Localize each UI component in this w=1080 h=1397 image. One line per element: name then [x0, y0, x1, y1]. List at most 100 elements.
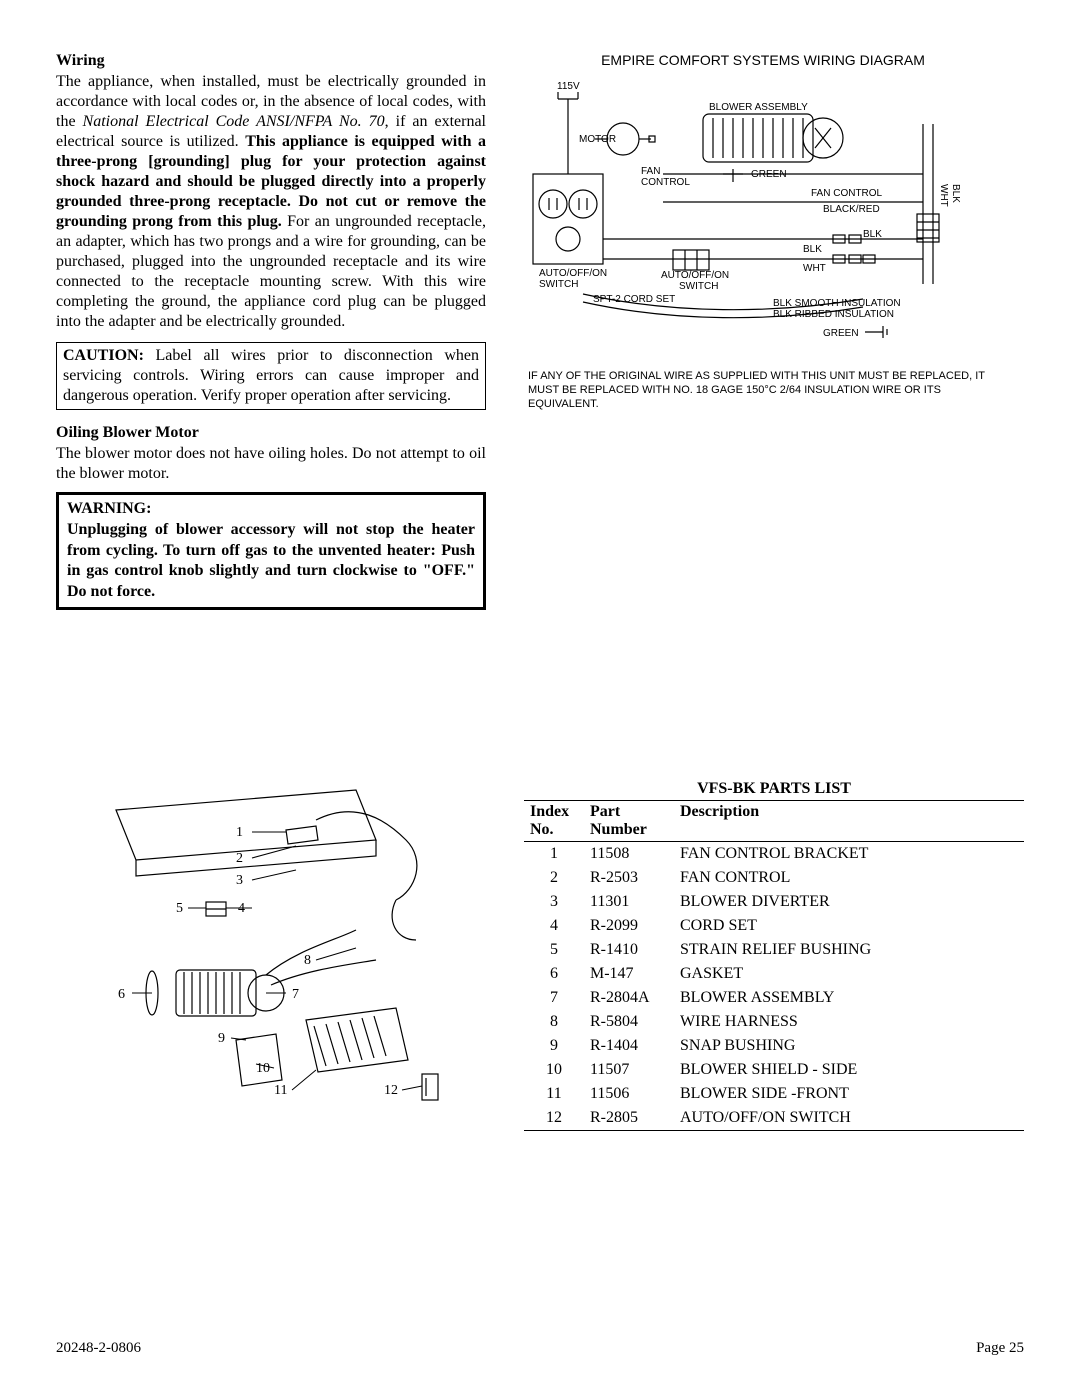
parts-cell-index: 6: [524, 962, 584, 986]
label-fan-control-2: FAN CONTROL: [811, 188, 883, 199]
parts-cell-desc: GASKET: [674, 962, 1024, 986]
parts-cell-partnum: R-2805: [584, 1106, 674, 1131]
diagram-note: IF ANY OF THE ORIGINAL WIRE AS SUPPLIED …: [528, 370, 1008, 411]
label-fan: FAN: [641, 166, 660, 177]
parts-cell-partnum: 11506: [584, 1082, 674, 1106]
parts-cell-desc: SNAP BUSHING: [674, 1034, 1024, 1058]
parts-header-part: PartNumber: [584, 800, 674, 841]
parts-cell-desc: WIRE HARNESS: [674, 1010, 1024, 1034]
svg-text:3: 3: [236, 873, 243, 888]
parts-cell-index: 7: [524, 986, 584, 1010]
table-row: 6M-147GASKET: [524, 962, 1024, 986]
svg-text:2: 2: [236, 851, 243, 866]
parts-cell-index: 12: [524, 1106, 584, 1131]
parts-cell-partnum: R-1404: [584, 1034, 674, 1058]
table-row: 1111506BLOWER SIDE -FRONT: [524, 1082, 1024, 1106]
table-row: 2R-2503FAN CONTROL: [524, 866, 1024, 890]
wiring-diagram-title: EMPIRE COMFORT SYSTEMS WIRING DIAGRAM: [518, 52, 1008, 68]
label-spt2: SPT-2 CORD SET: [593, 294, 675, 305]
svg-text:6: 6: [118, 987, 125, 1002]
parts-list-title: VFS-BK PARTS LIST: [524, 780, 1024, 798]
parts-cell-index: 1: [524, 841, 584, 866]
parts-cell-index: 5: [524, 938, 584, 962]
parts-exploded-view: 1 2 3 4 5 6 7 8 9 10 11 12: [56, 780, 496, 1135]
label-blower-assembly: BLOWER ASSEMBLY: [709, 102, 808, 113]
table-row: 1011507BLOWER SHIELD - SIDE: [524, 1058, 1024, 1082]
parts-cell-partnum: R-2099: [584, 914, 674, 938]
parts-cell-index: 8: [524, 1010, 584, 1034]
label-blk-side: BLK: [950, 184, 961, 203]
svg-text:5: 5: [176, 901, 183, 916]
parts-cell-partnum: R-5804: [584, 1010, 674, 1034]
svg-text:1: 1: [236, 825, 243, 840]
parts-header-desc: Description: [674, 800, 1024, 841]
oiling-section: Oiling Blower Motor The blower motor doe…: [56, 424, 486, 484]
wiring-paragraph: The appliance, when installed, must be e…: [56, 72, 486, 332]
label-blk-ribbed: BLK RIBBED INSULATION: [773, 309, 894, 320]
parts-cell-index: 2: [524, 866, 584, 890]
label-motor: MOTOR: [579, 134, 616, 145]
svg-text:4: 4: [238, 901, 245, 916]
parts-cell-desc: FAN CONTROL BRACKET: [674, 841, 1024, 866]
parts-list: VFS-BK PARTS LIST IndexNo. PartNumber De…: [524, 780, 1024, 1131]
svg-text:7: 7: [292, 987, 299, 1002]
table-row: 111508FAN CONTROL BRACKET: [524, 841, 1024, 866]
oiling-text: The blower motor does not have oiling ho…: [56, 444, 486, 484]
wiring-italic: National Electrical Code ANSI/NFPA No. 7…: [83, 113, 385, 130]
parts-cell-partnum: 11508: [584, 841, 674, 866]
table-row: 8R-5804WIRE HARNESS: [524, 1010, 1024, 1034]
parts-cell-index: 4: [524, 914, 584, 938]
label-green: GREEN: [751, 169, 787, 180]
label-auto-off-on-a: AUTO/OFF/ON: [539, 268, 607, 279]
label-green-2: GREEN: [823, 328, 859, 339]
warning-text: Unplugging of blower accessory will not …: [67, 520, 475, 603]
caution-label: CAUTION:: [63, 347, 144, 364]
upper-content: Wiring The appliance, when installed, mu…: [56, 52, 1024, 610]
parts-cell-partnum: 11301: [584, 890, 674, 914]
label-switch-b: SWITCH: [679, 281, 718, 292]
label-blk-2: BLK: [803, 244, 822, 255]
parts-cell-index: 9: [524, 1034, 584, 1058]
right-column: EMPIRE COMFORT SYSTEMS WIRING DIAGRAM: [518, 52, 1008, 610]
label-wht-2: WHT: [803, 263, 826, 274]
parts-cell-desc: BLOWER SIDE -FRONT: [674, 1082, 1024, 1106]
label-auto-off-on-b: AUTO/OFF/ON: [661, 270, 729, 281]
svg-text:8: 8: [304, 953, 311, 968]
parts-cell-partnum: R-2804A: [584, 986, 674, 1010]
svg-text:10: 10: [256, 1061, 270, 1076]
parts-cell-partnum: M-147: [584, 962, 674, 986]
table-row: 5R-1410STRAIN RELIEF BUSHING: [524, 938, 1024, 962]
wiring-diagram: 115V MOTOR BLOWER ASSEMBLY FAN CONTROL G…: [523, 74, 1003, 364]
table-row: 4R-2099CORD SET: [524, 914, 1024, 938]
parts-cell-index: 3: [524, 890, 584, 914]
svg-text:12: 12: [384, 1083, 398, 1098]
parts-cell-desc: BLOWER DIVERTER: [674, 890, 1024, 914]
label-control: CONTROL: [641, 177, 690, 188]
parts-table: IndexNo. PartNumber Description 111508FA…: [524, 800, 1024, 1131]
parts-cell-desc: STRAIN RELIEF BUSHING: [674, 938, 1024, 962]
footer-page-number: Page 25: [976, 1340, 1024, 1357]
footer-doc-id: 20248-2-0806: [56, 1340, 141, 1357]
parts-cell-desc: CORD SET: [674, 914, 1024, 938]
parts-cell-partnum: R-1410: [584, 938, 674, 962]
svg-text:9: 9: [218, 1031, 225, 1046]
label-blk-smooth: BLK SMOOTH INSULATION: [773, 298, 901, 309]
label-wht-side: WHT: [938, 184, 949, 207]
parts-cell-desc: AUTO/OFF/ON SWITCH: [674, 1106, 1024, 1131]
oiling-heading: Oiling Blower Motor: [56, 424, 486, 442]
parts-cell-partnum: R-2503: [584, 866, 674, 890]
table-row: 7R-2804ABLOWER ASSEMBLY: [524, 986, 1024, 1010]
label-black-red: BLACK/RED: [823, 204, 880, 215]
warning-box: WARNING: Unplugging of blower accessory …: [56, 492, 486, 610]
page-footer: 20248-2-0806 Page 25: [56, 1340, 1024, 1357]
table-row: 9R-1404SNAP BUSHING: [524, 1034, 1024, 1058]
parts-cell-desc: BLOWER SHIELD - SIDE: [674, 1058, 1024, 1082]
svg-text:11: 11: [274, 1083, 287, 1098]
lower-content: 1 2 3 4 5 6 7 8 9 10 11 12 VFS-BK PARTS …: [56, 780, 1024, 1135]
label-blk: BLK: [863, 229, 882, 240]
table-row: 12R-2805AUTO/OFF/ON SWITCH: [524, 1106, 1024, 1131]
parts-cell-desc: BLOWER ASSEMBLY: [674, 986, 1024, 1010]
caution-box: CAUTION: Label all wires prior to discon…: [56, 342, 486, 410]
label-switch-a: SWITCH: [539, 279, 578, 290]
parts-cell-partnum: 11507: [584, 1058, 674, 1082]
